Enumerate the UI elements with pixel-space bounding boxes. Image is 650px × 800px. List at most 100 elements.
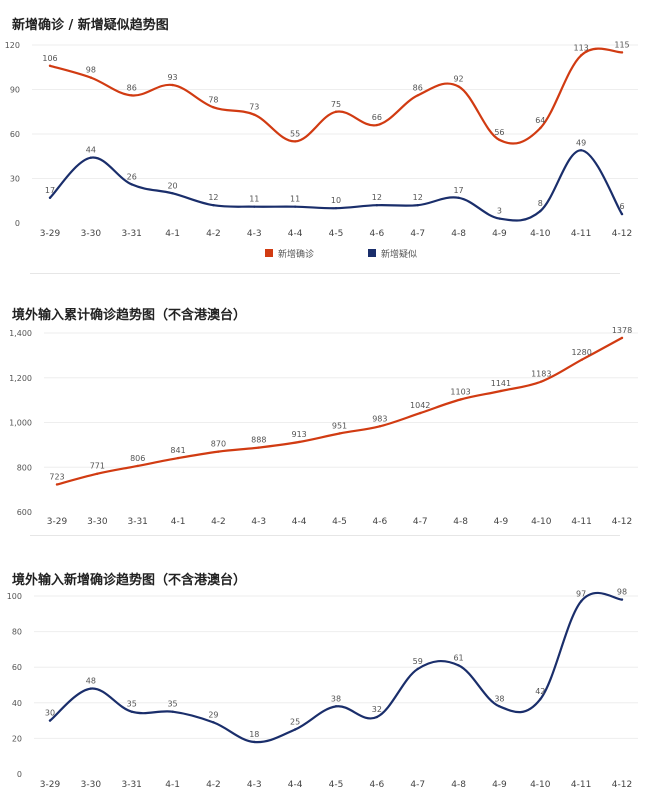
data-point	[293, 205, 297, 208]
data-label: 48	[86, 677, 96, 686]
data-point	[171, 192, 174, 195]
series-line	[48, 149, 624, 222]
x-tick-label: 4-2	[206, 780, 221, 790]
x-tick-label: 4-1	[171, 517, 186, 527]
imported-cumulative-line-chart: 600 800 1,000 1,200 1,400 3-29 3-30 3-31 4-1 4-2 4…	[9, 326, 638, 527]
data-label: 1141	[491, 379, 511, 388]
chart-panel-imported-cumulative: 境外输入累计确诊趋势图（不含港澳台） 600 800 1,000 1,200 1,400…	[0, 290, 650, 550]
data-point	[498, 705, 501, 708]
chart-title: 境外输入累计确诊趋势图（不含港澳台）	[12, 308, 247, 323]
data-point	[539, 126, 542, 130]
data-point	[416, 204, 419, 207]
data-label: 30	[45, 709, 55, 718]
data-label: 12	[208, 193, 218, 202]
x-tick-label: 4-11	[571, 780, 591, 790]
data-label: 35	[127, 700, 137, 709]
x-tick-label: 3-29	[40, 229, 61, 239]
data-label: 64	[535, 116, 545, 125]
data-label: 93	[167, 73, 177, 82]
chart-panel-imported-new: 境外输入新增确诊趋势图（不含港澳台） 0 20 40 60 80 100 3-29 3-30 3…	[0, 555, 650, 800]
x-tick-label: 4-9	[492, 229, 507, 239]
legend-label: 新增确诊	[278, 248, 314, 260]
x-tick-label: 4-11	[571, 517, 591, 527]
data-point	[620, 212, 624, 216]
data-label: 8	[538, 199, 543, 208]
x-tick-label: 4-6	[373, 517, 388, 527]
data-label: 20	[167, 181, 177, 190]
data-label: 12	[413, 193, 423, 202]
y-tick-label: 30	[10, 175, 20, 184]
data-point	[130, 94, 133, 97]
data-label: 32	[372, 705, 382, 714]
data-label: 56	[494, 128, 504, 137]
data-label: 25	[290, 718, 300, 727]
divider	[30, 535, 620, 536]
data-point	[334, 110, 338, 113]
x-tick-label: 4-7	[413, 517, 428, 527]
data-label: 10	[331, 196, 341, 205]
data-point	[253, 113, 256, 116]
data-label: 17	[453, 186, 463, 195]
data-point	[297, 440, 301, 444]
data-point	[539, 209, 542, 213]
x-tick-label: 4-8	[451, 780, 466, 790]
data-label: 913	[292, 430, 307, 439]
data-point	[378, 425, 382, 428]
daily-new-line-chart: 0 30 60 90 120 3-29 3-30 3-31 4-1 4-2 4-3 4-4 4-5 4-6…	[5, 40, 638, 260]
data-point	[130, 183, 133, 186]
data-label: 115	[614, 40, 629, 49]
data-point	[334, 705, 338, 708]
data-point	[457, 196, 460, 199]
data-point	[579, 149, 583, 152]
y-tick-label: 60	[12, 663, 22, 672]
data-label: 1183	[531, 370, 551, 379]
data-point	[498, 217, 501, 220]
data-label: 888	[251, 436, 266, 445]
data-point	[136, 464, 139, 468]
data-point	[419, 411, 422, 415]
data-point	[579, 600, 583, 603]
x-tick-label: 3-30	[81, 229, 102, 239]
data-label: 97	[576, 589, 586, 598]
data-label: 75	[331, 100, 341, 109]
y-tick-label: 100	[7, 592, 22, 601]
data-point	[540, 380, 543, 383]
data-label: 771	[90, 462, 105, 471]
data-point	[253, 205, 256, 208]
data-label: 86	[413, 83, 423, 92]
data-point	[338, 432, 341, 435]
x-tick-label: 4-7	[410, 780, 425, 790]
x-tick-label: 4-5	[329, 780, 344, 790]
data-point	[498, 138, 501, 142]
x-tick-label: 4-10	[531, 517, 552, 527]
data-label: 66	[372, 113, 382, 122]
data-point	[89, 687, 93, 690]
y-tick-label: 0	[17, 770, 22, 779]
data-point	[257, 446, 260, 449]
data-point	[171, 710, 174, 713]
data-label: 73	[249, 103, 259, 112]
data-label: 3	[497, 207, 502, 216]
chart-panel-daily-new: 新增确诊 / 新增疑似趋势图 0 30 60 90 120 3-29 3-30 3-31 4-1…	[0, 0, 650, 285]
chart-title: 新增确诊 / 新增疑似趋势图	[12, 18, 169, 33]
data-point	[130, 710, 133, 713]
data-point	[457, 664, 460, 667]
x-tick-label: 4-8	[451, 229, 466, 239]
data-point	[580, 358, 583, 362]
data-point	[212, 106, 215, 109]
data-point	[620, 336, 624, 340]
data-label: 61	[453, 653, 463, 662]
legend-swatch	[265, 249, 273, 257]
data-label: 106	[42, 54, 57, 63]
x-tick-label: 3-30	[87, 517, 108, 527]
x-tick-label: 3-31	[121, 229, 141, 239]
x-tick-label: 3-31	[127, 517, 147, 527]
x-tick-label: 4-1	[165, 229, 180, 239]
data-point	[416, 94, 419, 97]
data-point	[457, 85, 460, 88]
x-tick-label: 3-30	[81, 780, 102, 790]
data-point	[459, 398, 462, 401]
data-point	[48, 64, 52, 67]
data-point	[176, 456, 180, 460]
y-tick-label: 40	[12, 699, 22, 708]
